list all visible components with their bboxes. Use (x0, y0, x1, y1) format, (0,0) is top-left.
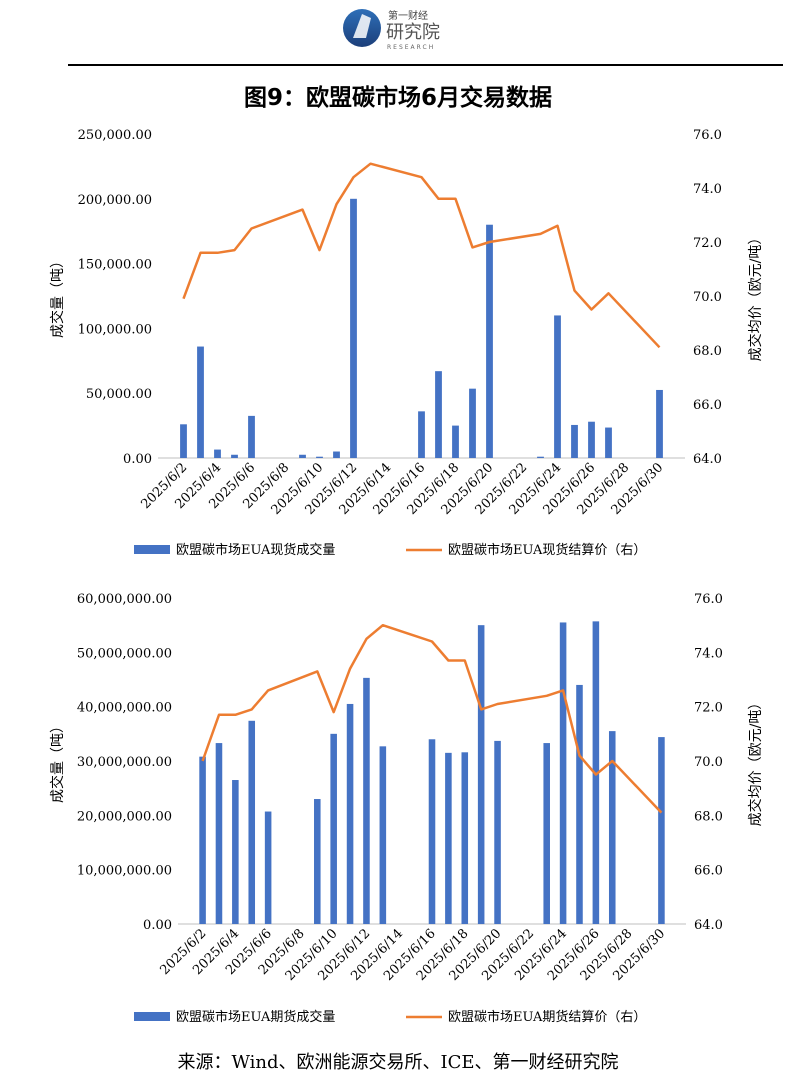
spot-right-tick-label: 76.0 (693, 128, 722, 143)
spot-volume-bar (486, 224, 493, 458)
futures-volume-bar (543, 743, 550, 924)
futures-volume-bar (559, 622, 567, 924)
futures-right-tick-label: 76.0 (694, 592, 723, 607)
futures-volume-bar (576, 684, 583, 924)
futures-volume-bar (346, 703, 354, 924)
header-rule (68, 64, 783, 66)
futures-left-tick-label: 40,000,000.00 (77, 701, 172, 716)
spot-right-tick-label: 66.0 (693, 398, 722, 413)
futures-left-tick-label: 20,000,000.00 (77, 809, 172, 824)
source-note: 来源：Wind、欧洲能源交易所、ICE、第一财经研究院 (177, 1052, 619, 1073)
spot-volume-bar (248, 415, 255, 458)
futures-volume-bar (428, 739, 436, 924)
futures-volume-bar (330, 733, 337, 924)
spot-volume-bar (180, 424, 187, 458)
spot-left-tick-label: 0.00 (123, 452, 152, 467)
spot-volume-bar (333, 451, 340, 458)
futures-volume-bar (445, 752, 452, 924)
spot-left-tick-label: 50,000.00 (86, 387, 152, 402)
spot-volume-bar (299, 454, 306, 458)
spot-volume-bar (231, 454, 238, 458)
spot-volume-bar (469, 388, 476, 458)
futures-right-tick-label: 66.0 (694, 864, 723, 879)
spot-volume-bar (537, 456, 544, 458)
logo-line3: RESEARCH (387, 44, 435, 51)
futures-right-tick-label: 74.0 (694, 646, 723, 661)
header-logo: 第一财经 研究院 RESEARCH (343, 9, 440, 51)
logo-sail-icon (353, 14, 371, 38)
futures-volume-bar (215, 743, 223, 924)
spot-volume-bar (418, 411, 425, 458)
spot-volume-bar (656, 389, 663, 458)
futures-left-axis-title: 成交量（吨） (49, 719, 66, 803)
futures-left-tick-label: 50,000,000.00 (77, 646, 172, 661)
spot-right-tick-label: 72.0 (693, 236, 722, 251)
futures-price-line (201, 623, 663, 814)
spot-legend-bar-label: 欧盟碳市场EUA现货成交量 (176, 542, 335, 558)
spot-right-tick-label: 68.0 (693, 344, 722, 359)
futures-volume-bar (477, 625, 485, 924)
futures-volume-bar (248, 720, 256, 924)
spot-volume-bar (554, 315, 561, 458)
futures-legend-bar-swatch (134, 1012, 170, 1021)
futures-right-tick-label: 64.0 (694, 918, 723, 933)
futures-volume-bar (199, 756, 206, 924)
futures-volume-bar (461, 752, 469, 924)
spot-left-tick-label: 100,000.00 (78, 322, 152, 337)
page-title: 图9：欧盟碳市场6月交易数据 (243, 85, 552, 111)
futures-left-tick-label: 0.00 (143, 918, 172, 933)
spot-legend-bar-swatch (134, 545, 170, 554)
spot-left-tick-label: 250,000.00 (78, 128, 152, 143)
futures-right-axis-title: 成交均价（欧元/吨） (747, 696, 764, 827)
futures-left-tick-label: 10,000,000.00 (77, 864, 172, 879)
spot-right-tick-label: 74.0 (693, 182, 722, 197)
spot-volume-bar (605, 427, 612, 458)
futures-legend-line-label: 欧盟碳市场EUA期货结算价（右） (448, 1009, 646, 1025)
spot-left-tick-label: 150,000.00 (78, 258, 152, 273)
logo-line2: 研究院 (386, 22, 440, 43)
spot-price-line (182, 162, 661, 349)
futures-volume-bar (658, 737, 665, 924)
spot-volume-bar (214, 449, 221, 458)
futures-volume-bar (363, 677, 370, 924)
spot-left-tick-label: 200,000.00 (78, 193, 152, 208)
futures-chart: 0.00 10,000,000.00 20,000,000.00 30,000,000… (49, 592, 764, 1025)
futures-volume-bar (232, 780, 239, 924)
spot-right-tick-label: 64.0 (693, 452, 722, 467)
futures-right-tick-label: 68.0 (694, 809, 723, 824)
futures-right-tick-label: 70.0 (694, 755, 723, 770)
futures-volume-bar (379, 746, 387, 924)
spot-volume-bar (452, 425, 459, 458)
spot-volume-bar (350, 198, 357, 459)
futures-left-tick-label: 30,000,000.00 (77, 755, 172, 770)
spot-volume-bar (435, 371, 442, 458)
logo-line1: 第一财经 (388, 9, 428, 22)
spot-volume-bar (197, 346, 204, 458)
spot-volume-bar (588, 421, 595, 458)
futures-left-tick-label: 60,000,000.00 (77, 592, 172, 607)
spot-legend-line-label: 欧盟碳市场EUA现货结算价（右） (448, 542, 646, 558)
futures-volume-bar (264, 811, 272, 924)
spot-right-axis-title: 成交均价（欧元/吨） (747, 231, 764, 362)
spot-volume-bar (316, 456, 323, 458)
futures-volume-bar (608, 731, 616, 924)
spot-volume-bar (571, 424, 578, 458)
futures-volume-bar (314, 799, 321, 924)
futures-volume-bar (494, 740, 501, 924)
spot-chart: 0.00 50,000.00 100,000.00 150,000.00 200,000… (49, 128, 764, 558)
spot-left-axis-title: 成交量（吨） (49, 254, 66, 338)
futures-legend-bar-label: 欧盟碳市场EUA期货成交量 (176, 1009, 335, 1025)
futures-right-tick-label: 72.0 (694, 701, 723, 716)
spot-right-tick-label: 70.0 (693, 290, 722, 305)
